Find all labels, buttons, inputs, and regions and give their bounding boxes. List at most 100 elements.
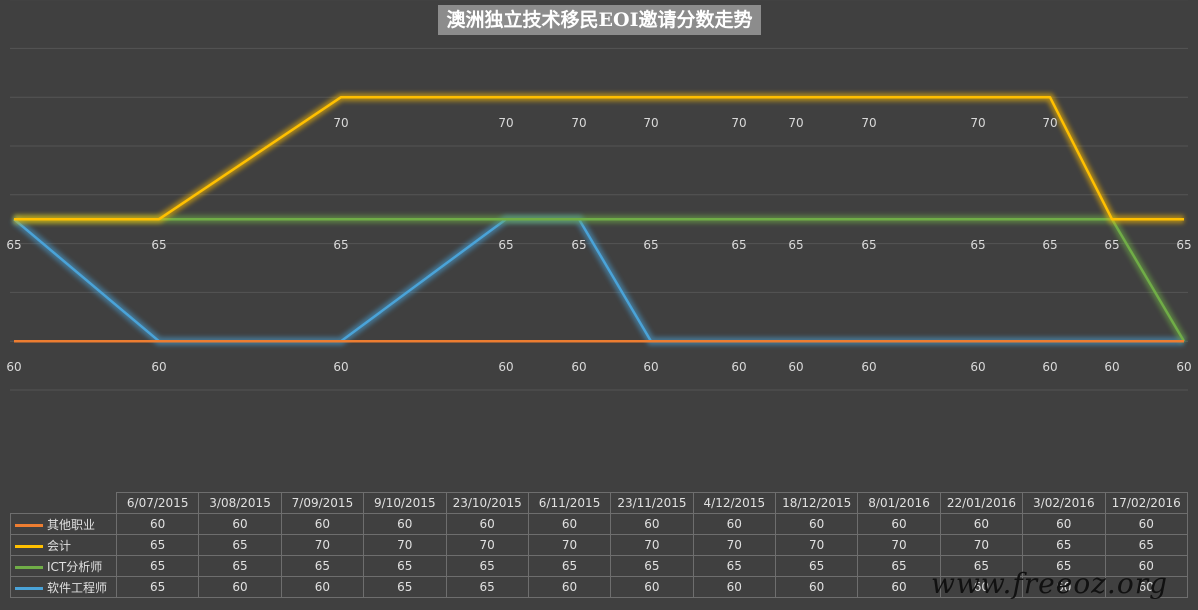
data-label: 70 — [861, 116, 876, 130]
table-cell: 65 — [363, 576, 447, 598]
data-label: 70 — [788, 116, 803, 130]
data-label: 60 — [571, 360, 586, 374]
data-label: 60 — [1176, 360, 1191, 374]
table-header-cell: 7/09/2015 — [280, 492, 365, 514]
table-cell: 60 — [198, 513, 282, 535]
series-line — [14, 215, 1188, 344]
series-lines — [11, 93, 1188, 346]
table-cell: 60 — [280, 576, 365, 598]
table-cell: 65 — [115, 555, 200, 577]
table-cell: 65 — [198, 555, 282, 577]
data-label: 70 — [333, 116, 348, 130]
table-header-row: 6/07/2015 3/08/2015 7/09/2015 9/10/2015 23/1… — [10, 492, 1188, 514]
table-cell: 70 — [857, 534, 941, 556]
table-cell: 60 — [610, 576, 694, 598]
table-cell: 60 — [692, 576, 777, 598]
data-label: 65 — [970, 238, 985, 252]
data-label: 65 — [333, 238, 348, 252]
table-cell: 65 — [692, 555, 777, 577]
table-cell: 65 — [610, 555, 694, 577]
table-cell: 60 — [198, 576, 282, 598]
watermark: www.freeoz.org — [930, 567, 1168, 600]
table-header-cell: 6/11/2015 — [527, 492, 612, 514]
table-row: 其他职业 60 60 60 60 60 60 60 60 60 60 60 60 60 — [10, 513, 1188, 535]
table-cell: 60 — [610, 513, 694, 535]
chart-title: 澳洲独立技术移民EOI邀请分数走势 — [438, 5, 761, 35]
data-label: 60 — [6, 360, 21, 374]
data-label: 70 — [1042, 116, 1057, 130]
table-header-cell: 23/10/2015 — [445, 492, 529, 514]
table-header-cell: 3/02/2016 — [1022, 492, 1106, 514]
data-labels: 60 65 60 65 60 70 65 60 70 65 60 70 65 60 70 65 60 70 65 60… — [6, 116, 1191, 374]
table-cell: 70 — [445, 534, 529, 556]
data-label: 60 — [151, 360, 166, 374]
table-body: 其他职业 60 60 60 60 60 60 60 60 60 60 60 60 60 会计 65 65 70 70… — [10, 513, 1188, 598]
table-cell: 60 — [1022, 513, 1106, 535]
table-cell: 65 — [115, 534, 200, 556]
table-cell: 70 — [610, 534, 694, 556]
table-cell: 60 — [1104, 576, 1188, 598]
table-header-cell: 6/07/2015 — [115, 492, 200, 514]
legend-entry: ICT分析师 — [10, 555, 117, 577]
table-header-cell: 17/02/2016 — [1104, 492, 1188, 514]
table-row: 软件工程师 65 60 60 65 65 60 60 60 60 60 60 60 60 — [10, 576, 1188, 598]
data-table: 6/07/2015 3/08/2015 7/09/2015 9/10/2015 23/1… — [10, 492, 1188, 598]
table-cell: 65 — [527, 555, 612, 577]
data-label: 70 — [643, 116, 658, 130]
table-header-cell: 3/08/2015 — [198, 492, 282, 514]
table-header-cell: 4/12/2015 — [692, 492, 777, 514]
table-cell: 65 — [857, 555, 941, 577]
data-label: 60 — [1042, 360, 1057, 374]
table-header-cell: 22/01/2016 — [939, 492, 1024, 514]
data-label: 60 — [333, 360, 348, 374]
table-cell: 70 — [692, 534, 777, 556]
data-label: 65 — [731, 238, 746, 252]
table-cell: 60 — [445, 513, 529, 535]
data-label: 65 — [643, 238, 658, 252]
table-cell: 70 — [939, 534, 1024, 556]
table-row: 会计 65 65 70 70 70 70 70 70 70 70 70 65 65 — [10, 534, 1188, 556]
data-label: 70 — [731, 116, 746, 130]
legend-label: 软件工程师 — [47, 580, 108, 595]
legend-entry: 其他职业 — [10, 513, 117, 535]
data-label: 65 — [788, 238, 803, 252]
table-cell: 65 — [198, 534, 282, 556]
data-label: 65 — [571, 238, 586, 252]
table-cell: 60 — [939, 576, 1024, 598]
table-cell: 65 — [115, 576, 200, 598]
table-cell: 70 — [774, 534, 859, 556]
table-cell: 65 — [1104, 534, 1188, 556]
table-header-cell: 8/01/2016 — [857, 492, 941, 514]
data-label: 60 — [498, 360, 513, 374]
table-cell: 60 — [692, 513, 777, 535]
table-cell: 60 — [857, 513, 941, 535]
table-cell: 65 — [445, 576, 529, 598]
legend-label: 其他职业 — [47, 517, 96, 532]
table-cell: 60 — [1104, 513, 1188, 535]
table-corner — [10, 492, 117, 514]
table-cell: 60 — [115, 513, 200, 535]
table-header-cell: 23/11/2015 — [610, 492, 694, 514]
data-label: 70 — [970, 116, 985, 130]
table-cell: 60 — [857, 576, 941, 598]
table-cell: 65 — [445, 555, 529, 577]
data-label: 65 — [1042, 238, 1057, 252]
series-line — [14, 93, 1184, 224]
legend-entry: 软件工程师 — [10, 576, 117, 598]
legend-swatch — [15, 565, 43, 569]
table-cell: 60 — [527, 513, 612, 535]
table-cell: 65 — [774, 555, 859, 577]
table-cell: 70 — [363, 534, 447, 556]
table-cell: 70 — [527, 534, 612, 556]
data-label: 60 — [788, 360, 803, 374]
data-label: 65 — [151, 238, 166, 252]
data-label: 65 — [1104, 238, 1119, 252]
table-cell: 70 — [280, 534, 365, 556]
table-header-cell: 18/12/2015 — [774, 492, 859, 514]
data-label: 70 — [571, 116, 586, 130]
legend-swatch — [15, 586, 43, 590]
table-cell: 60 — [939, 513, 1024, 535]
table-cell: 65 — [280, 555, 365, 577]
